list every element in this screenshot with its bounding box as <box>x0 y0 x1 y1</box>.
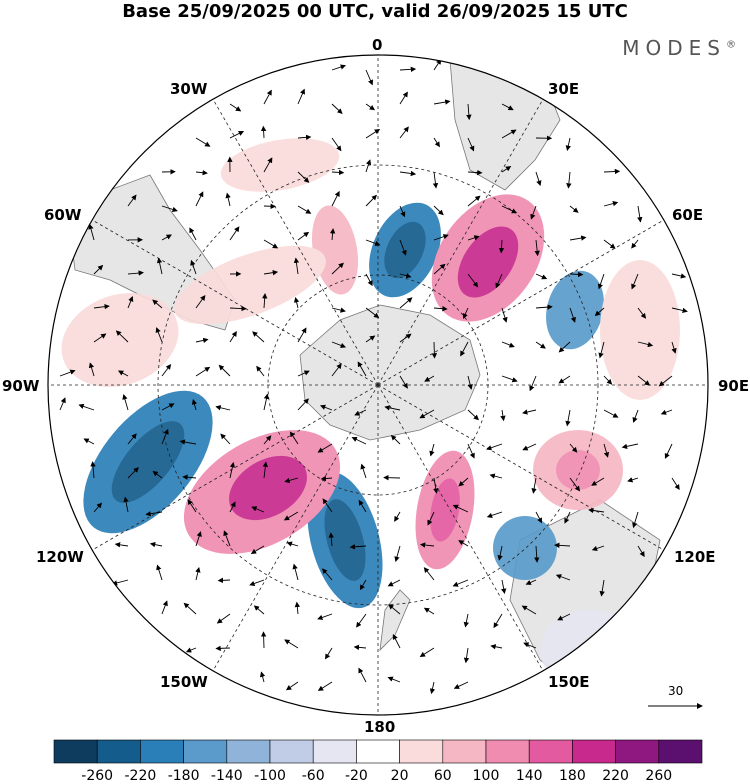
colorbar-tick-label: 140 <box>516 768 543 784</box>
colorbar-swatch <box>659 740 702 763</box>
colorbar <box>54 740 702 763</box>
colorbar-swatch <box>140 740 183 763</box>
lon-label-30e: 30E <box>548 80 579 98</box>
wind-vector <box>263 632 264 648</box>
lon-label-120e: 120E <box>674 548 716 566</box>
wind-vector <box>219 580 230 581</box>
colorbar-tick-label: -60 <box>302 768 325 784</box>
wind-vector <box>434 342 435 358</box>
wind-vector <box>216 648 230 649</box>
colorbar-tick-label: 100 <box>473 768 500 784</box>
colorbar-tick-label: 180 <box>559 768 586 784</box>
lon-label-0: 0 <box>372 36 382 54</box>
colorbar-tick-label: -100 <box>254 768 286 784</box>
colorbar-tick-label: 20 <box>391 768 409 784</box>
colorbar-swatch <box>443 740 486 763</box>
colorbar-tick-label: -140 <box>211 768 243 784</box>
colorbar-tick-label: -180 <box>168 768 200 784</box>
colorbar-swatch <box>227 740 270 763</box>
colorbar-tick-label: 220 <box>602 768 629 784</box>
colorbar-swatch <box>616 740 659 763</box>
colorbar-tick-label: 60 <box>434 768 452 784</box>
lon-label-90w: 90W <box>2 377 39 395</box>
colorbar-tick-label: -220 <box>125 768 157 784</box>
colorbar-tick-label: 260 <box>645 768 672 784</box>
colorbar-swatch <box>486 740 529 763</box>
colorbar-swatch <box>529 740 572 763</box>
colorbar-swatch <box>356 740 399 763</box>
lon-label-120w: 120W <box>36 548 84 566</box>
colorbar-tick-label: -260 <box>81 768 113 784</box>
lon-label-180: 180 <box>364 718 395 736</box>
lon-label-60e: 60E <box>672 206 703 224</box>
lon-label-150e: 150E <box>548 673 590 691</box>
colorbar-swatch <box>184 740 227 763</box>
wind-vector <box>570 274 583 275</box>
colorbar-tick-label: -20 <box>345 768 368 784</box>
colorbar-swatch <box>572 740 615 763</box>
lon-label-60w: 60W <box>44 206 81 224</box>
colorbar-swatch <box>54 740 97 763</box>
colorbar-swatch <box>400 740 443 763</box>
colorbar-swatch <box>97 740 140 763</box>
colorbar-swatch <box>313 740 356 763</box>
colorbar-swatch <box>270 740 313 763</box>
lon-label-90e: 90E <box>718 377 749 395</box>
reference-vector-label: 30 <box>668 684 683 698</box>
lon-label-30w: 30W <box>170 80 207 98</box>
lon-label-150w: 150W <box>160 673 208 691</box>
